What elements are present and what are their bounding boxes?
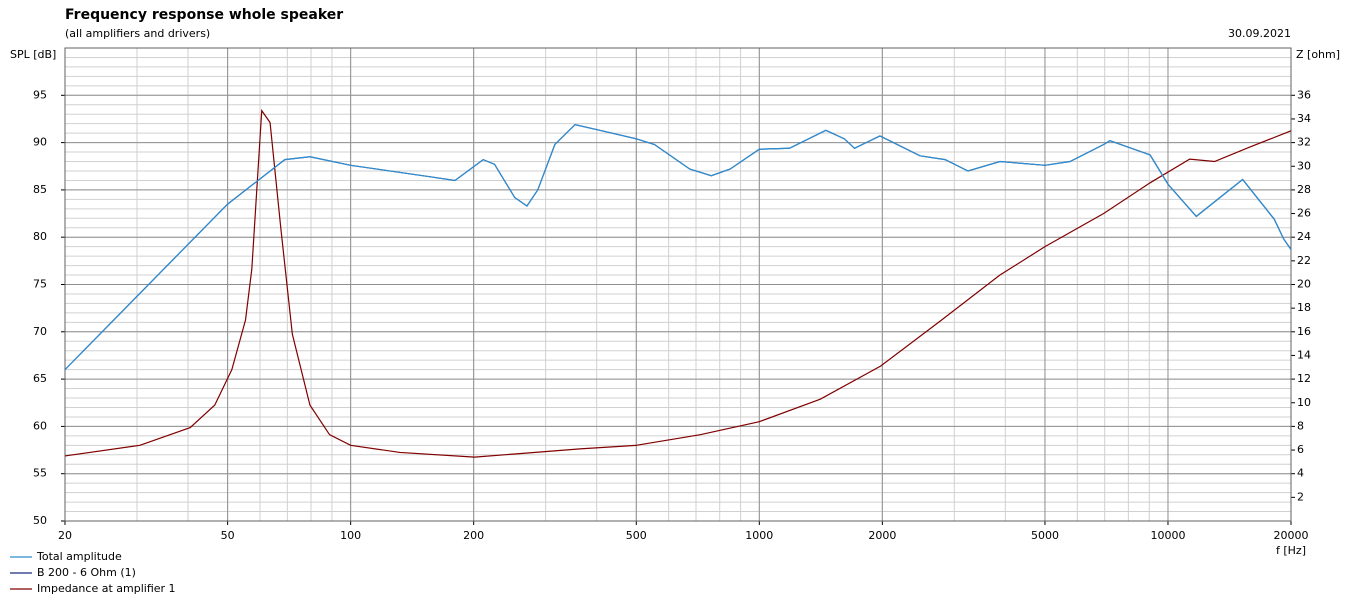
y2-tick-label: 12 (1297, 372, 1311, 385)
x-tick-label: 100 (340, 529, 361, 542)
y2-tick-label: 36 (1297, 88, 1311, 101)
chart-date: 30.09.2021 (1228, 27, 1291, 40)
y2-tick-label: 20 (1297, 278, 1311, 291)
y2-tick-label: 26 (1297, 207, 1311, 220)
y2-tick-label: 34 (1297, 112, 1311, 125)
y-tick-label: 90 (33, 136, 47, 149)
y-tick-label: 95 (33, 88, 47, 101)
y-tick-label: 85 (33, 183, 47, 196)
x-tick-label: 2000 (868, 529, 896, 542)
y-tick-label: 65 (33, 372, 47, 385)
legend-label: Impedance at amplifier 1 (37, 582, 176, 595)
y-tick-label: 60 (33, 419, 47, 432)
y2-tick-label: 16 (1297, 325, 1311, 338)
y2-axis-label: Z [ohm] (1296, 48, 1340, 61)
series-line (64, 123, 1292, 371)
y2-tick-label: 10 (1297, 396, 1311, 409)
x-tick-label: 1000 (745, 529, 773, 542)
x-tick-label: 500 (626, 529, 647, 542)
y2-tick-label: 2 (1297, 490, 1304, 503)
y2-tick-label: 22 (1297, 254, 1311, 267)
y2-tick-label: 6 (1297, 443, 1304, 456)
y2-tick-label: 24 (1297, 230, 1311, 243)
y-tick-label: 80 (33, 230, 47, 243)
y2-tick-label: 28 (1297, 183, 1311, 196)
x-tick-label: 20000 (1274, 529, 1309, 542)
y-tick-label: 50 (33, 514, 47, 527)
y2-tick-label: 30 (1297, 159, 1311, 172)
y-axis-label: SPL [dB] (10, 48, 56, 61)
y2-tick-label: 32 (1297, 136, 1311, 149)
series-line (64, 108, 1292, 458)
x-tick-label: 200 (463, 529, 484, 542)
plot-frame (64, 47, 1292, 522)
y-tick-label: 55 (33, 467, 47, 480)
legend-label: B 200 - 6 Ohm (1) (37, 566, 136, 579)
y-tick-label: 70 (33, 325, 47, 338)
chart-subtitle: (all amplifiers and drivers) (65, 27, 210, 40)
legend-label: Total amplitude (36, 550, 122, 563)
x-tick-label: 20 (58, 529, 72, 542)
chart-title: Frequency response whole speaker (65, 7, 343, 23)
y-tick-label: 75 (33, 278, 47, 291)
x-tick-label: 10000 (1150, 529, 1185, 542)
x-tick-label: 5000 (1031, 529, 1059, 542)
x-tick-label: 50 (221, 529, 235, 542)
y2-tick-label: 14 (1297, 348, 1311, 361)
y2-tick-label: 4 (1297, 467, 1304, 480)
x-axis-label: f [Hz] (1276, 544, 1306, 557)
y2-tick-label: 8 (1297, 419, 1304, 432)
y2-tick-label: 18 (1297, 301, 1311, 314)
